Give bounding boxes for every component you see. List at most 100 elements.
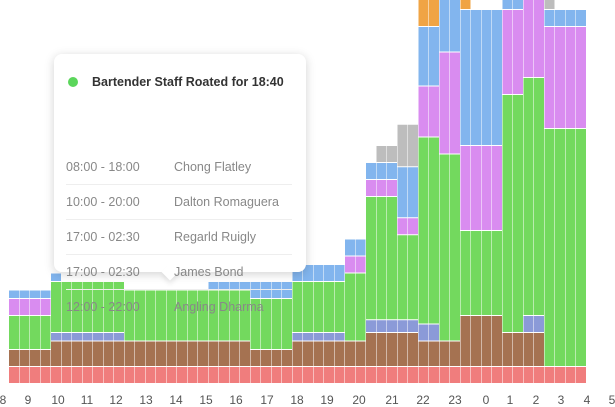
- bar-segment-blue_gray[interactable]: [61, 333, 72, 341]
- bar-segment-red[interactable]: [460, 367, 471, 383]
- bar-segment-green[interactable]: [576, 129, 586, 366]
- bar-segment-green[interactable]: [145, 290, 156, 341]
- bar-segment-green[interactable]: [355, 273, 366, 341]
- bar-segment-red[interactable]: [30, 367, 40, 383]
- bar-segment-brown[interactable]: [471, 316, 481, 366]
- bar-segment-blue_gray[interactable]: [51, 333, 61, 341]
- bar-segment-red[interactable]: [124, 367, 135, 383]
- bar-segment-blue_gray[interactable]: [114, 333, 124, 341]
- bar-segment-red[interactable]: [376, 367, 387, 383]
- bar-segment-green[interactable]: [82, 282, 93, 332]
- bar-segment-green[interactable]: [271, 299, 282, 349]
- bar-segment-light_blue[interactable]: [303, 265, 313, 281]
- bar-segment-blue_gray[interactable]: [72, 333, 82, 341]
- bar-segment-light_blue[interactable]: [376, 163, 387, 179]
- bar-segment-green[interactable]: [156, 290, 166, 341]
- bar-segment-green[interactable]: [229, 290, 240, 341]
- bar-segment-green[interactable]: [544, 129, 555, 366]
- bar-segment-light_blue[interactable]: [345, 239, 355, 256]
- bar-segment-brown[interactable]: [187, 341, 198, 367]
- bar-segment-purple[interactable]: [376, 180, 387, 196]
- bar-segment-blue_gray[interactable]: [334, 333, 345, 341]
- bar-segment-red[interactable]: [429, 367, 439, 383]
- bar-segment-blue_gray[interactable]: [429, 324, 439, 341]
- bar-segment-green[interactable]: [555, 129, 565, 366]
- bar-segment-red[interactable]: [345, 367, 355, 383]
- bar-segment-brown[interactable]: [513, 333, 523, 366]
- bar-segment-brown[interactable]: [72, 341, 82, 367]
- bar-segment-light_blue[interactable]: [513, 0, 523, 9]
- bar-segment-red[interactable]: [240, 367, 250, 383]
- bar-segment-red[interactable]: [366, 367, 376, 383]
- bar-segment-green[interactable]: [282, 299, 292, 349]
- bar-segment-brown[interactable]: [502, 333, 513, 366]
- bar-segment-purple[interactable]: [366, 180, 376, 196]
- bar-segment-green[interactable]: [292, 282, 303, 332]
- bar-segment-green[interactable]: [114, 282, 124, 332]
- bar-segment-green[interactable]: [439, 154, 450, 341]
- bar-segment-brown[interactable]: [481, 316, 492, 366]
- bar-segment-green[interactable]: [492, 231, 502, 315]
- bar-segment-light_blue[interactable]: [292, 265, 303, 281]
- bar-segment-red[interactable]: [250, 367, 261, 383]
- bar-segment-green[interactable]: [523, 78, 534, 315]
- bar-segment-purple[interactable]: [555, 27, 565, 128]
- bar-segment-green[interactable]: [30, 316, 40, 349]
- bar-segment-purple[interactable]: [9, 299, 19, 315]
- bar-segment-red[interactable]: [387, 367, 397, 383]
- bar-segment-gray[interactable]: [397, 124, 408, 167]
- bar-segment-green[interactable]: [250, 299, 261, 349]
- bar-segment-green[interactable]: [261, 299, 271, 349]
- bar-segment-red[interactable]: [271, 367, 282, 383]
- bar-segment-light_blue[interactable]: [555, 10, 565, 26]
- bar-segment-purple[interactable]: [355, 256, 366, 273]
- bar-segment-purple[interactable]: [513, 10, 523, 94]
- bar-segment-purple[interactable]: [450, 52, 460, 154]
- bar-segment-light_blue[interactable]: [366, 163, 376, 179]
- bar-segment-light_blue[interactable]: [19, 290, 30, 299]
- bar-segment-brown[interactable]: [135, 341, 145, 367]
- bar-segment-brown[interactable]: [271, 350, 282, 366]
- bar-segment-light_blue[interactable]: [387, 163, 397, 179]
- bar-segment-green[interactable]: [376, 197, 387, 320]
- bar-segment-red[interactable]: [9, 367, 19, 383]
- bar-segment-green[interactable]: [345, 273, 355, 341]
- bar-segment-red[interactable]: [219, 367, 229, 383]
- bar-segment-red[interactable]: [450, 367, 460, 383]
- bar-segment-blue_gray[interactable]: [408, 320, 418, 332]
- bar-segment-green[interactable]: [429, 137, 439, 324]
- bar-segment-brown[interactable]: [492, 316, 502, 366]
- bar-segment-red[interactable]: [502, 367, 513, 383]
- bar-segment-red[interactable]: [156, 367, 166, 383]
- bar-segment-red[interactable]: [40, 367, 51, 383]
- bar-segment-light_blue[interactable]: [408, 167, 418, 218]
- bar-segment-brown[interactable]: [103, 341, 114, 367]
- bar-segment-red[interactable]: [523, 367, 534, 383]
- bar-segment-red[interactable]: [292, 367, 303, 383]
- bar-segment-brown[interactable]: [534, 333, 544, 366]
- bar-segment-purple[interactable]: [565, 27, 576, 128]
- bar-segment-purple[interactable]: [429, 86, 439, 137]
- bar-segment-green[interactable]: [313, 282, 324, 332]
- bar-segment-red[interactable]: [103, 367, 114, 383]
- bar-segment-green[interactable]: [187, 290, 198, 341]
- bar-segment-red[interactable]: [565, 367, 576, 383]
- bar-segment-light_blue[interactable]: [9, 290, 19, 299]
- bar-segment-green[interactable]: [334, 282, 345, 332]
- bar-segment-green[interactable]: [450, 154, 460, 341]
- bar-segment-brown[interactable]: [51, 341, 61, 367]
- bar-segment-brown[interactable]: [30, 350, 40, 366]
- bar-segment-blue_gray[interactable]: [93, 333, 103, 341]
- bar-segment-light_blue[interactable]: [229, 282, 240, 290]
- bar-segment-red[interactable]: [19, 367, 30, 383]
- bar-segment-brown[interactable]: [240, 341, 250, 367]
- bar-segment-brown[interactable]: [313, 341, 324, 367]
- bar-segment-purple[interactable]: [345, 256, 355, 273]
- bar-segment-brown[interactable]: [282, 350, 292, 366]
- bar-segment-purple[interactable]: [460, 146, 471, 230]
- bar-segment-red[interactable]: [355, 367, 366, 383]
- bar-segment-brown[interactable]: [387, 333, 397, 366]
- bar-segment-brown[interactable]: [334, 341, 345, 367]
- bar-segment-brown[interactable]: [418, 341, 429, 367]
- bar-segment-red[interactable]: [282, 367, 292, 383]
